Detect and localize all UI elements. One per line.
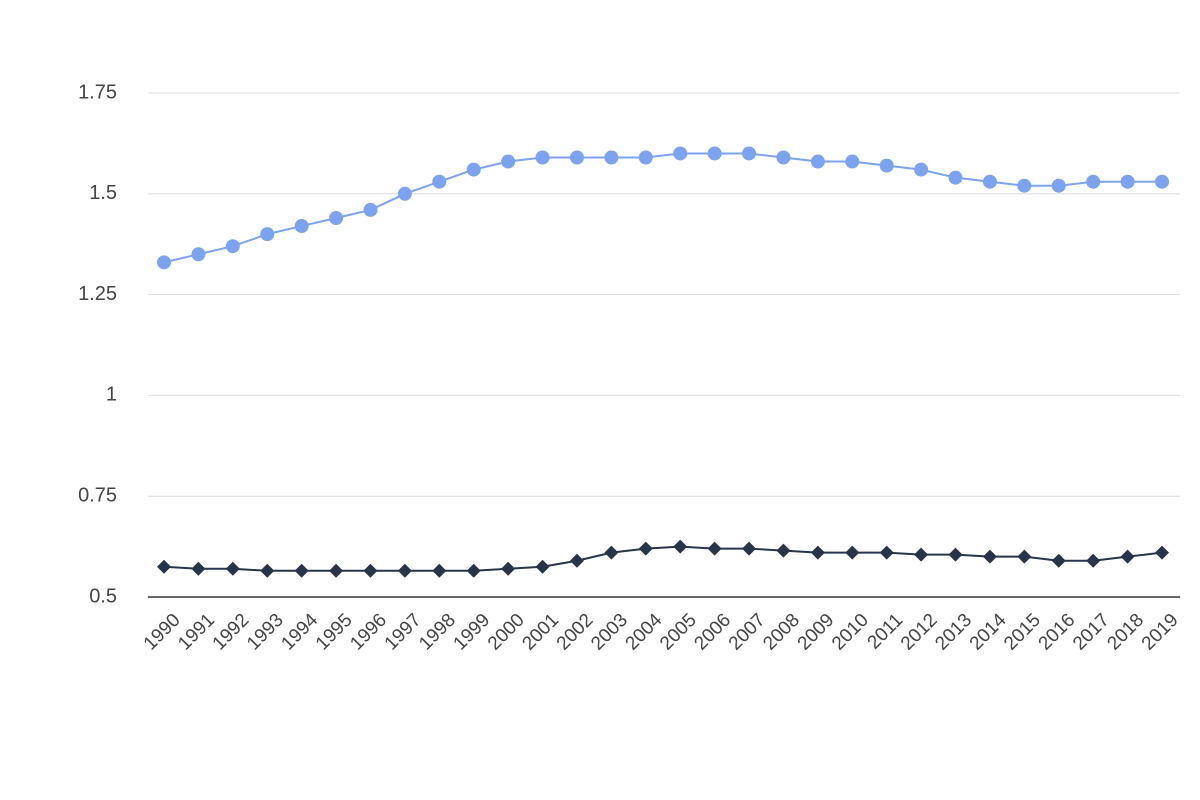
point [329, 210, 344, 225]
x-tick-label: 2007 [725, 610, 770, 655]
x-tick-label: 1994 [277, 609, 322, 654]
point [845, 545, 860, 560]
point [535, 559, 550, 574]
point [260, 227, 275, 242]
point [329, 563, 344, 578]
point [363, 202, 378, 217]
point [1017, 549, 1032, 564]
point [845, 154, 860, 169]
x-tick-label: 2005 [656, 610, 701, 655]
y-tick-label: 1 [106, 384, 117, 406]
x-tick-label: 2008 [759, 610, 804, 655]
point [501, 561, 516, 576]
x-tick-label: 2015 [1000, 610, 1045, 655]
point [914, 547, 929, 562]
point [982, 174, 997, 189]
point [260, 563, 275, 578]
x-tick-label: 2013 [931, 610, 976, 655]
point [157, 559, 171, 574]
x-tick-label: 2003 [587, 610, 632, 655]
series-line [163, 152, 1162, 264]
point [707, 541, 722, 556]
point [638, 541, 653, 556]
x-tick-label: 2014 [966, 609, 1011, 654]
point [948, 547, 963, 562]
x-tick-label: 2018 [1103, 610, 1148, 655]
x-tick-label: 1996 [346, 610, 391, 655]
y-tick-label: 0.75 [78, 484, 117, 506]
point [742, 146, 757, 161]
point [535, 150, 550, 165]
point [810, 154, 825, 169]
point [776, 150, 791, 165]
y-tick-label: 1.75 [78, 81, 117, 103]
point [294, 219, 309, 234]
point [948, 170, 963, 185]
point [879, 158, 894, 173]
point [879, 545, 894, 560]
x-tick-label: 2000 [484, 610, 529, 655]
point [1086, 174, 1101, 189]
point [673, 146, 688, 161]
x-tick-label: 2009 [794, 610, 839, 655]
point [638, 150, 653, 165]
point [1120, 174, 1135, 189]
point [1051, 553, 1066, 568]
x-tick-label: 2011 [864, 610, 908, 654]
point [1017, 178, 1032, 193]
point [1155, 545, 1169, 560]
x-tick-label: 2017 [1069, 610, 1114, 655]
point [673, 539, 688, 554]
point [914, 162, 929, 177]
y-tick-label: 1.25 [78, 283, 117, 305]
point [1120, 549, 1135, 564]
point [294, 563, 309, 578]
x-tick-label: 2001 [518, 610, 563, 655]
point [225, 561, 240, 576]
y-tick-label: 1.5 [89, 182, 117, 204]
point [432, 563, 447, 578]
x-tick-label: 1995 [312, 610, 357, 655]
series-line [163, 545, 1163, 572]
point [604, 545, 619, 560]
point [191, 247, 206, 262]
x-tick-label: 1998 [415, 610, 460, 655]
x-tick-label: 1999 [450, 610, 495, 655]
x-tick-label: 1993 [243, 610, 288, 655]
point [707, 146, 722, 161]
point [1086, 553, 1101, 568]
point [363, 563, 378, 578]
x-tick-label: 2012 [897, 610, 942, 655]
x-tick-label: 1991 [174, 610, 219, 655]
point [501, 154, 516, 169]
point [742, 541, 757, 556]
point [397, 186, 412, 201]
point [810, 545, 825, 560]
x-tick-label: 1992 [209, 610, 254, 655]
x-tick-label: 2002 [553, 610, 598, 655]
point [776, 543, 791, 558]
point [191, 561, 206, 576]
x-tick-label: 2019 [1138, 610, 1183, 655]
x-tick-label: 1997 [381, 610, 426, 655]
x-tick-label: 2004 [622, 609, 667, 654]
x-tick-label: 2016 [1035, 610, 1080, 655]
point [225, 239, 240, 254]
x-tick-label: 2010 [828, 610, 873, 655]
point [1051, 178, 1066, 193]
point [397, 563, 412, 578]
x-tick-label: 1990 [140, 610, 185, 655]
point [157, 255, 171, 270]
point [982, 549, 997, 564]
point [569, 150, 584, 165]
point [466, 162, 481, 177]
point [432, 174, 447, 189]
point [1155, 174, 1169, 189]
x-tick-label: 2006 [690, 610, 735, 655]
point [569, 553, 584, 568]
point [466, 563, 481, 578]
point [604, 150, 619, 165]
y-tick-label: 0.5 [89, 585, 117, 607]
